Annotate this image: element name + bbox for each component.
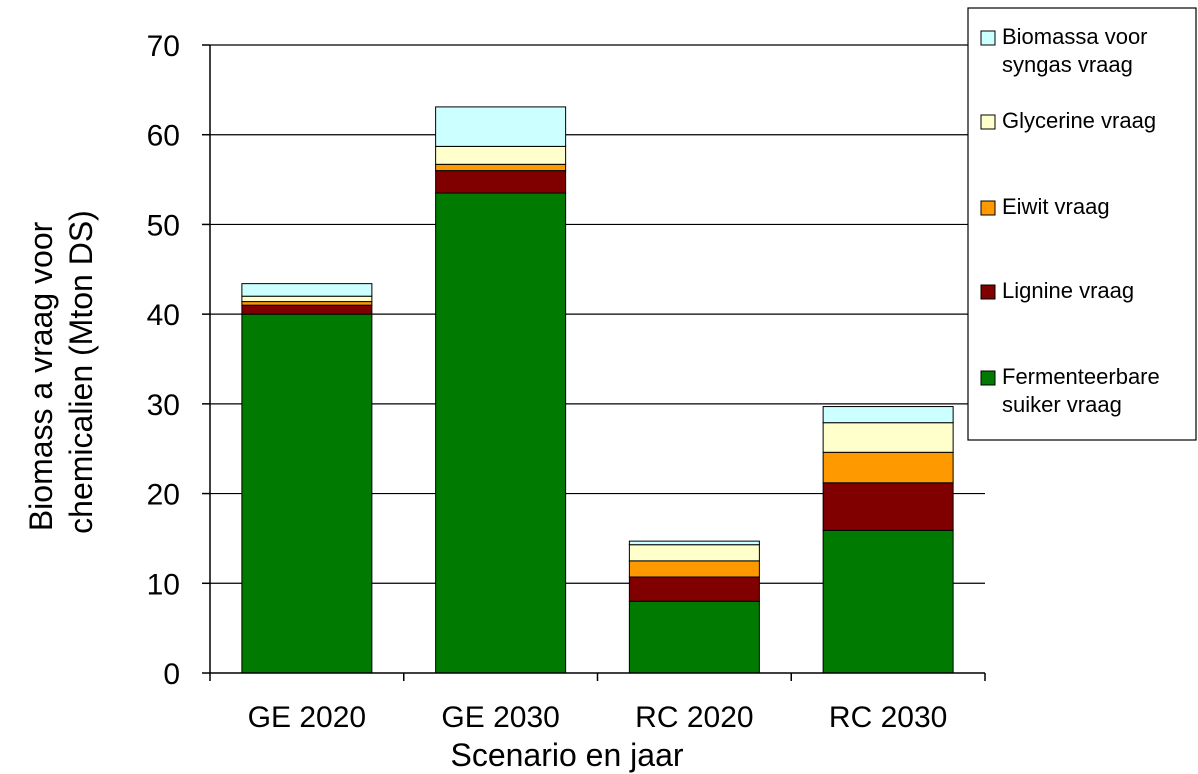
legend-label-line: Lignine vraag bbox=[1002, 278, 1134, 303]
y-tick-label: 20 bbox=[147, 479, 180, 512]
legend-label: Glycerine vraag bbox=[1002, 108, 1156, 133]
bar-segment bbox=[628, 540, 760, 546]
y-tick-label: 10 bbox=[147, 568, 180, 601]
y-axis-title-line-2: chemicalien (Mton DS) bbox=[63, 210, 99, 534]
y-axis-title-line-1: Biomass a vraag voor bbox=[23, 221, 59, 531]
legend-label-line: Glycerine vraag bbox=[1002, 108, 1156, 133]
legend-swatch bbox=[980, 284, 996, 300]
y-tick-label: 30 bbox=[147, 389, 180, 422]
x-tick-label: GE 2030 bbox=[441, 701, 559, 734]
bar-segment bbox=[822, 422, 954, 453]
bar-segment bbox=[241, 313, 373, 674]
bar-segment bbox=[822, 406, 954, 424]
legend-label-line: Fermenteerbare bbox=[1002, 364, 1160, 389]
legend-label: Fermenteerbare suiker vraag bbox=[1002, 364, 1160, 417]
legend-label-line: Eiwit vraag bbox=[1002, 194, 1110, 219]
x-tick-labels: GE 2020 GE 2030 RC 2020 RC 2030 bbox=[248, 701, 948, 734]
bar-segment bbox=[435, 192, 567, 674]
bar-segment bbox=[628, 576, 760, 602]
bar-segment bbox=[241, 304, 373, 315]
bars bbox=[241, 106, 954, 674]
bar-segment bbox=[241, 295, 373, 303]
bar-segment bbox=[241, 301, 373, 306]
y-tick-label: 0 bbox=[163, 658, 180, 691]
legend-label: Lignine vraag bbox=[1002, 278, 1134, 303]
y-tick-label: 60 bbox=[147, 120, 180, 153]
bar-segment bbox=[435, 106, 567, 147]
legend-label-line: suiker vraag bbox=[1002, 392, 1122, 417]
legend-label: Eiwit vraag bbox=[1002, 194, 1110, 219]
legend-label: Biomassa voor syngas vraag bbox=[1002, 24, 1148, 77]
legend-swatch bbox=[980, 30, 996, 46]
axes bbox=[202, 44, 986, 681]
y-tick-label: 40 bbox=[147, 299, 180, 332]
legend-label-line: syngas vraag bbox=[1002, 52, 1133, 77]
bar-segment bbox=[435, 170, 567, 194]
legend-swatch bbox=[980, 114, 996, 130]
y-tick-label: 50 bbox=[147, 209, 180, 242]
x-tick-label: RC 2030 bbox=[829, 701, 947, 734]
x-tick-label: GE 2020 bbox=[248, 701, 366, 734]
bar-segment bbox=[628, 560, 760, 578]
bar-segment bbox=[822, 529, 954, 674]
bar-segment bbox=[822, 451, 954, 484]
x-axis-title: Scenario en jaar bbox=[450, 737, 683, 773]
y-tick-label: 70 bbox=[147, 30, 180, 63]
bar-segment bbox=[628, 544, 760, 562]
x-tick-label: RC 2020 bbox=[635, 701, 753, 734]
bar-segment bbox=[241, 283, 373, 297]
bar-segment bbox=[628, 600, 760, 674]
bar-segment bbox=[435, 145, 567, 165]
legend: Biomassa voor syngas vraag Glycerine vraag… bbox=[967, 7, 1197, 441]
legend-swatch bbox=[980, 370, 996, 386]
bar-segment bbox=[822, 482, 954, 531]
legend-swatch bbox=[980, 200, 996, 216]
bar-segment bbox=[435, 163, 567, 172]
legend-label-line: Biomassa voor bbox=[1002, 24, 1148, 49]
legend-box bbox=[967, 7, 1197, 441]
y-axis-title: Biomass a vraag voor chemicalien (Mton D… bbox=[23, 210, 99, 534]
y-tick-labels: 0 10 20 30 40 50 60 70 bbox=[147, 30, 180, 691]
